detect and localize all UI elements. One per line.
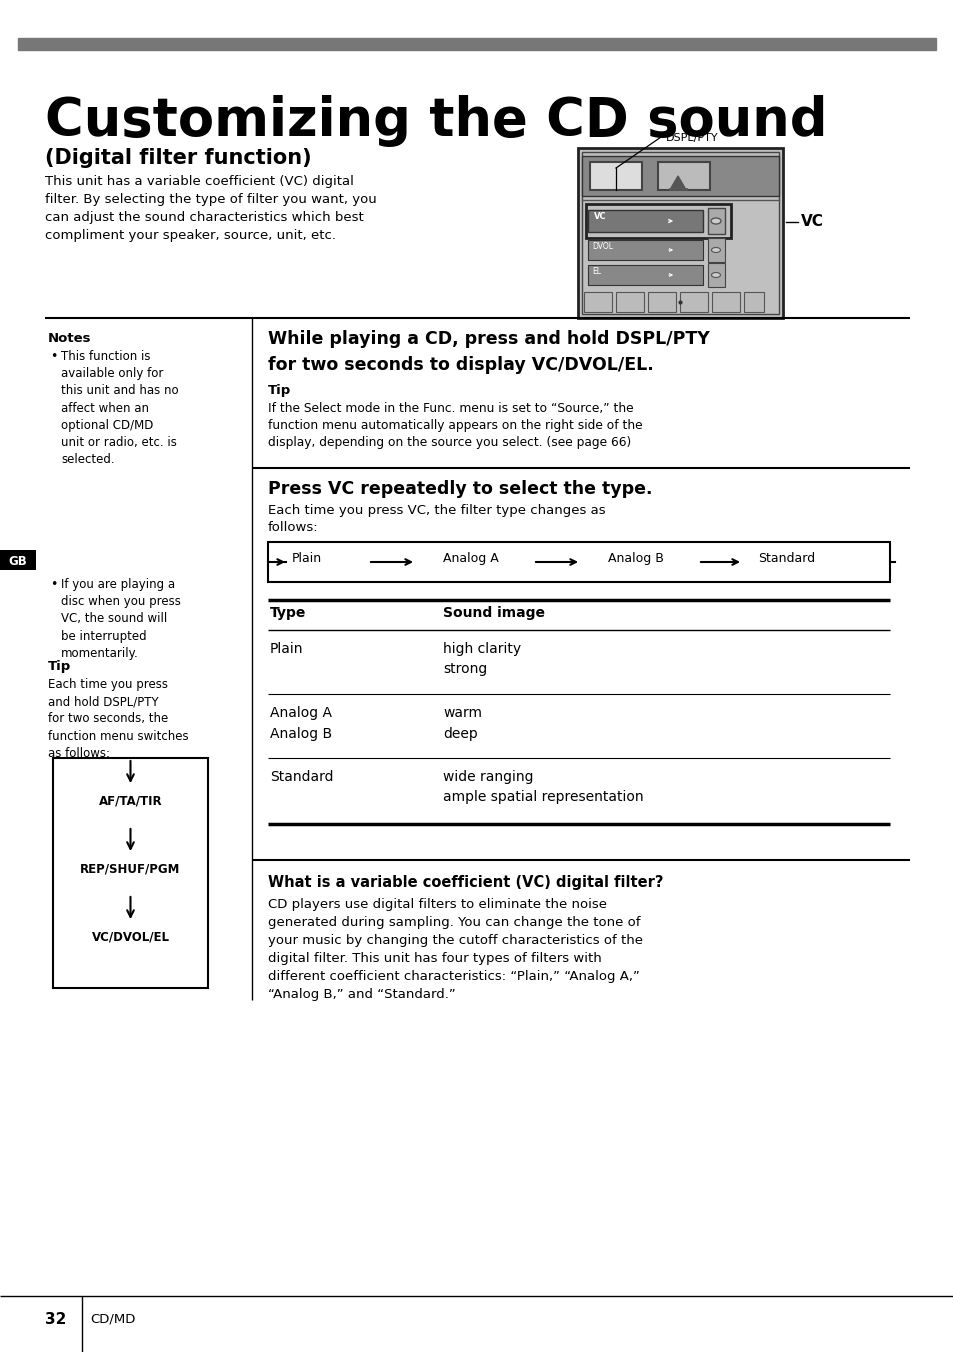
- Text: What is a variable coefficient (VC) digital filter?: What is a variable coefficient (VC) digi…: [268, 875, 662, 890]
- Bar: [647, 292, 676, 312]
- Bar: [707, 264, 724, 287]
- Bar: [587, 265, 702, 285]
- Text: CD/MD: CD/MD: [90, 1311, 135, 1325]
- Ellipse shape: [711, 273, 720, 277]
- Text: •: •: [50, 579, 57, 591]
- Bar: [581, 151, 779, 314]
- Bar: [587, 210, 702, 233]
- Bar: [18, 38, 935, 50]
- Bar: [658, 162, 709, 191]
- Text: DSPL/PTY: DSPL/PTY: [665, 132, 718, 143]
- Text: Plain: Plain: [292, 552, 322, 565]
- Bar: [743, 292, 763, 312]
- Bar: [707, 238, 724, 262]
- Text: AF/TA/TIR: AF/TA/TIR: [98, 794, 162, 807]
- Ellipse shape: [711, 247, 720, 253]
- Bar: [616, 292, 643, 312]
- Bar: [589, 162, 641, 191]
- Text: While playing a CD, press and hold DSPL/PTY: While playing a CD, press and hold DSPL/…: [268, 330, 709, 347]
- Text: Customizing the CD sound: Customizing the CD sound: [45, 95, 826, 147]
- Text: Analog A: Analog A: [442, 552, 498, 565]
- Text: VC: VC: [594, 212, 606, 220]
- Text: CD players use digital filters to eliminate the noise
generated during sampling.: CD players use digital filters to elimin…: [268, 898, 642, 1000]
- Bar: [585, 204, 730, 238]
- Text: warm
deep: warm deep: [442, 706, 481, 741]
- Bar: [707, 208, 724, 234]
- Text: GB: GB: [9, 556, 28, 568]
- Text: Standard: Standard: [270, 771, 334, 784]
- Text: for two seconds to display VC/DVOL/EL.: for two seconds to display VC/DVOL/EL.: [268, 356, 653, 375]
- Bar: [583, 292, 612, 312]
- Text: Analog A
Analog B: Analog A Analog B: [270, 706, 332, 741]
- Bar: [268, 542, 889, 581]
- Bar: [679, 292, 707, 312]
- Bar: [53, 758, 208, 988]
- Text: 32: 32: [45, 1311, 67, 1328]
- Text: If the Select mode in the Func. menu is set to “Source,” the
function menu autom: If the Select mode in the Func. menu is …: [268, 402, 642, 449]
- Text: This unit has a variable coefficient (VC) digital
filter. By selecting the type : This unit has a variable coefficient (VC…: [45, 174, 376, 242]
- Bar: [0, 550, 36, 571]
- Polygon shape: [670, 176, 684, 188]
- Bar: [578, 147, 782, 318]
- Bar: [711, 292, 740, 312]
- Bar: [587, 241, 702, 260]
- Text: If you are playing a
disc when you press
VC, the sound will
be interrupted
momen: If you are playing a disc when you press…: [61, 579, 181, 660]
- Text: REP/SHUF/PGM: REP/SHUF/PGM: [80, 863, 180, 875]
- Text: Tip: Tip: [268, 384, 291, 397]
- Text: Plain: Plain: [270, 642, 303, 656]
- Text: Analog B: Analog B: [607, 552, 663, 565]
- Text: Tip: Tip: [48, 660, 71, 673]
- Text: VC/DVOL/EL: VC/DVOL/EL: [91, 930, 170, 942]
- Text: Sound image: Sound image: [442, 606, 544, 621]
- Text: •: •: [50, 350, 57, 362]
- Text: EL: EL: [592, 266, 600, 276]
- Text: wide ranging
ample spatial representation: wide ranging ample spatial representatio…: [442, 771, 643, 803]
- Text: Notes: Notes: [48, 333, 91, 345]
- Text: This function is
available only for
this unit and has no
affect when an
optional: This function is available only for this…: [61, 350, 178, 466]
- Text: DVOL: DVOL: [592, 242, 613, 251]
- Text: Each time you press
and hold DSPL/PTY
for two seconds, the
function menu switche: Each time you press and hold DSPL/PTY fo…: [48, 677, 189, 760]
- Text: Standard: Standard: [758, 552, 814, 565]
- Text: Each time you press VC, the filter type changes as
follows:: Each time you press VC, the filter type …: [268, 504, 605, 534]
- Text: Type: Type: [270, 606, 306, 621]
- Ellipse shape: [710, 218, 720, 224]
- Text: (Digital filter function): (Digital filter function): [45, 147, 312, 168]
- Text: Press VC repeatedly to select the type.: Press VC repeatedly to select the type.: [268, 480, 652, 498]
- Bar: [581, 155, 779, 196]
- Text: VC: VC: [801, 214, 823, 228]
- Text: high clarity
strong: high clarity strong: [442, 642, 520, 676]
